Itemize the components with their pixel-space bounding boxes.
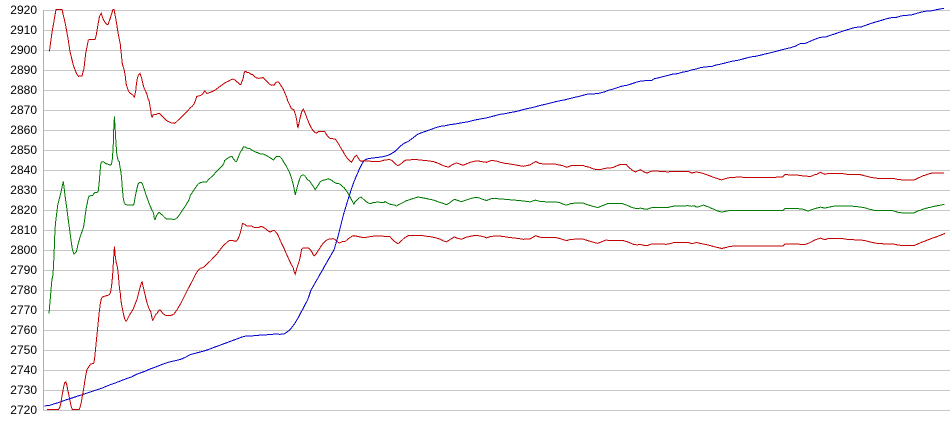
svg-text:2750: 2750: [10, 343, 37, 357]
svg-text:2860: 2860: [10, 123, 37, 137]
svg-text:2830: 2830: [10, 183, 37, 197]
svg-text:2910: 2910: [10, 23, 37, 37]
svg-text:2920: 2920: [10, 3, 37, 17]
svg-text:2770: 2770: [10, 303, 37, 317]
svg-text:2820: 2820: [10, 203, 37, 217]
svg-text:2790: 2790: [10, 263, 37, 277]
svg-text:2900: 2900: [10, 43, 37, 57]
svg-text:2800: 2800: [10, 243, 37, 257]
svg-text:2850: 2850: [10, 143, 37, 157]
svg-text:2730: 2730: [10, 383, 37, 397]
svg-text:2780: 2780: [10, 283, 37, 297]
svg-text:2810: 2810: [10, 223, 37, 237]
svg-text:2760: 2760: [10, 323, 37, 337]
svg-text:2880: 2880: [10, 83, 37, 97]
svg-text:2890: 2890: [10, 63, 37, 77]
svg-text:2870: 2870: [10, 103, 37, 117]
svg-text:2720: 2720: [10, 403, 37, 417]
svg-text:2740: 2740: [10, 363, 37, 377]
svg-text:2840: 2840: [10, 163, 37, 177]
